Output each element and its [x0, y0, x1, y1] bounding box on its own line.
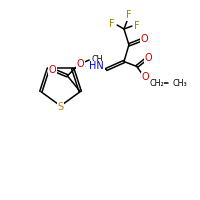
Text: O: O — [142, 72, 150, 82]
Text: O: O — [145, 53, 152, 63]
Text: 3: 3 — [99, 61, 103, 66]
Text: O: O — [141, 34, 149, 44]
Text: CH₂: CH₂ — [149, 79, 164, 88]
Text: F: F — [109, 19, 115, 29]
Text: CH: CH — [91, 55, 103, 64]
Text: F: F — [134, 21, 140, 31]
Text: O: O — [76, 59, 84, 69]
Text: HN: HN — [89, 61, 104, 71]
Text: CH₃: CH₃ — [172, 79, 187, 88]
Text: O: O — [49, 65, 56, 75]
Text: F: F — [126, 10, 132, 20]
Text: S: S — [57, 102, 64, 112]
